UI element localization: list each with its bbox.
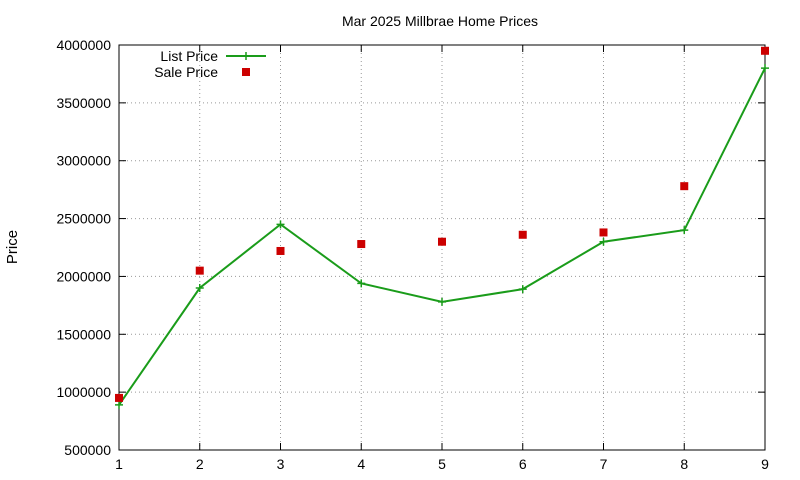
list-price-point	[438, 297, 446, 306]
x-tick-label: 4	[357, 456, 365, 472]
legend-swatch-sale-price	[242, 68, 250, 76]
y-axis-label: Price	[4, 230, 21, 264]
list-price-point	[115, 400, 123, 409]
y-axis-ticks: 500000 1000000 1500000 2000000 2500000 300000…	[56, 37, 765, 458]
y-tick-label: 500000	[64, 442, 111, 458]
legend-label-sale-price: Sale Price	[154, 64, 218, 80]
x-tick-label: 5	[438, 456, 446, 472]
x-tick-label: 8	[680, 456, 688, 472]
legend-marker-list-price	[242, 52, 250, 60]
list-price-point	[276, 220, 285, 229]
x-tick-label: 1	[115, 456, 123, 472]
y-tick-label: 4000000	[56, 37, 111, 53]
list-price-point	[599, 237, 608, 246]
list-price-point	[761, 64, 769, 73]
y-tick-label: 3500000	[56, 95, 111, 111]
chart-title: Mar 2025 Millbrae Home Prices	[342, 13, 538, 29]
list-price-point	[680, 226, 689, 235]
sale-price-point	[438, 237, 446, 246]
series-layer	[115, 46, 769, 409]
y-tick-label: 1000000	[56, 384, 111, 400]
y-tick-label: 1500000	[56, 326, 111, 342]
x-tick-label: 6	[519, 456, 527, 472]
sale-price-point	[680, 182, 689, 191]
x-tick-label: 7	[600, 456, 608, 472]
list-price-point	[518, 285, 527, 294]
y-tick-label: 2000000	[56, 268, 111, 284]
legend-label-list-price: List Price	[160, 48, 218, 64]
list-price-point	[195, 284, 204, 292]
sale-price-point	[276, 246, 285, 255]
sale-price-point	[115, 393, 123, 402]
x-tick-label: 2	[196, 456, 204, 472]
sale-price-point	[518, 230, 527, 239]
x-tick-label: 3	[277, 456, 285, 472]
y-tick-label: 3000000	[56, 153, 111, 169]
grid-lines	[119, 45, 765, 450]
sale-price-point	[357, 240, 366, 249]
list-price-point	[357, 279, 366, 288]
list-price-line	[118, 67, 766, 406]
x-tick-label: 9	[761, 456, 769, 472]
sale-price-point	[599, 228, 608, 237]
sale-price-point	[195, 266, 204, 275]
sale-price-point	[761, 46, 769, 55]
y-tick-label: 2500000	[56, 211, 111, 227]
